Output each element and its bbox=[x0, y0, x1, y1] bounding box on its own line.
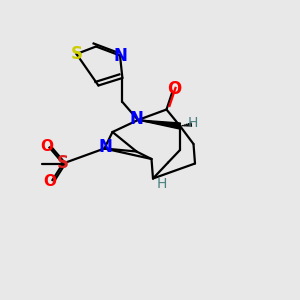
Text: N: N bbox=[130, 110, 143, 128]
Text: S: S bbox=[70, 45, 83, 63]
Polygon shape bbox=[138, 120, 180, 129]
Text: S: S bbox=[57, 154, 69, 172]
Text: O: O bbox=[167, 80, 181, 98]
Text: O: O bbox=[44, 174, 57, 189]
Text: N: N bbox=[113, 46, 127, 64]
Text: H: H bbox=[157, 178, 167, 191]
Text: O: O bbox=[40, 139, 54, 154]
Text: H: H bbox=[188, 116, 198, 130]
Text: N: N bbox=[98, 138, 112, 156]
